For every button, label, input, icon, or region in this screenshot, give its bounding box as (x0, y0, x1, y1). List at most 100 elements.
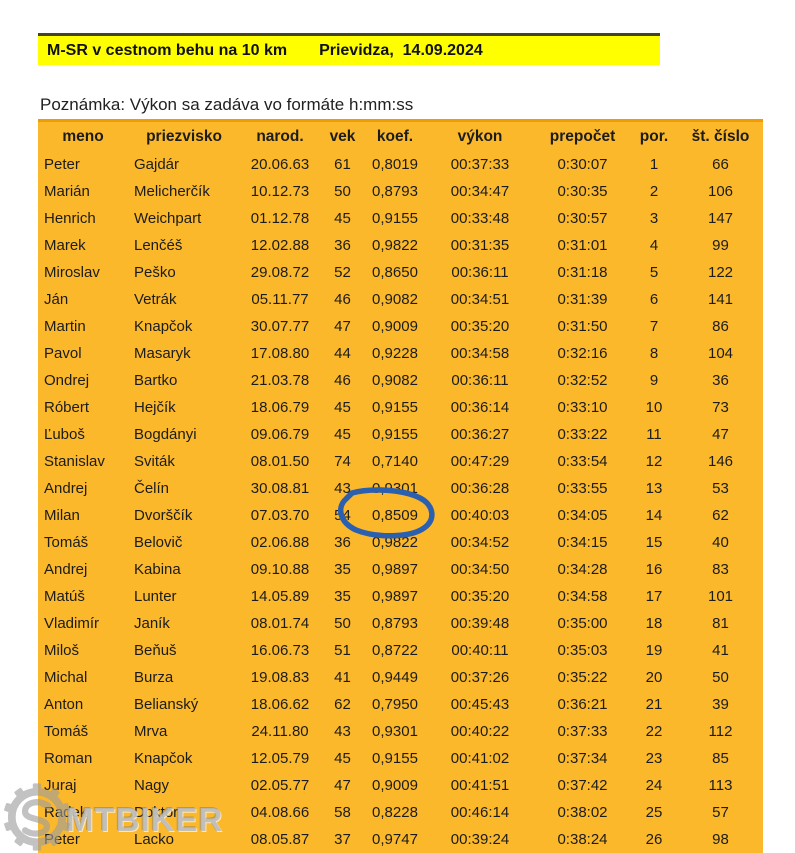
cell-vykon: 00:34:51 (450, 291, 510, 308)
cell-meno: Miloš (44, 642, 80, 659)
page-title-event: M-SR v cestnom behu na 10 km (47, 41, 288, 59)
cell-meno: Anton (44, 696, 84, 713)
cell-meno: Vladimír (44, 615, 100, 632)
cell-prepocet: 0:33:55 (557, 480, 608, 497)
cell-narod: 16.06.73 (250, 642, 310, 659)
cell-st-cislo: 86 (712, 318, 729, 335)
cell-st-cislo: 39 (712, 696, 729, 713)
cell-meno: Ondrej (44, 372, 90, 389)
table-row: Ľuboš Bogdányi 09.06.79 45 0,9155 00:36:27 0:3… (38, 421, 763, 448)
cell-por: 10 (645, 399, 663, 416)
cell-por: 13 (645, 480, 663, 497)
cell-koef: 0,9747 (372, 831, 418, 848)
cell-koef: 0,9301 (372, 723, 418, 740)
cell-vykon: 00:37:33 (450, 156, 510, 173)
cell-vykon: 00:36:28 (450, 480, 510, 497)
cell-priezvisko: Weichpart (134, 210, 202, 227)
cell-st-cislo: 81 (712, 615, 729, 632)
cell-narod: 08.01.74 (250, 615, 310, 632)
cell-meno: Andrej (44, 480, 88, 497)
table-row: Radek Doktor 04.08.66 58 0,8228 00:46:14 0:38:… (38, 799, 763, 826)
column-header-priezvisko: priezvisko (146, 128, 222, 145)
table-row: Roman Knapčok 12.05.79 45 0,9155 00:41:02 0:37… (38, 745, 763, 772)
cell-priezvisko: Gajdár (134, 156, 180, 173)
cell-koef: 0,9082 (372, 291, 418, 308)
cell-priezvisko: Vetrák (134, 291, 177, 308)
column-header-koef: koef. (376, 128, 414, 145)
cell-narod: 07.03.70 (250, 507, 310, 524)
cell-vykon: 00:45:43 (450, 696, 510, 713)
table-row: Róbert Hejčík 18.06.79 45 0,9155 00:36:14 0:33… (38, 394, 763, 421)
cell-vek: 35 (334, 561, 351, 578)
cell-koef: 0,9822 (372, 534, 418, 551)
cell-narod: 29.08.72 (250, 264, 310, 281)
table-row: Vladimír Janík 08.01.74 50 0,8793 00:39:48 0:3… (38, 610, 763, 637)
cell-vek: 41 (334, 669, 351, 686)
cell-vek: 46 (334, 291, 351, 308)
cell-st-cislo: 41 (712, 642, 729, 659)
cell-priezvisko: Knapčok (134, 318, 193, 335)
column-header-vykon: výkon (457, 128, 503, 145)
cell-vykon: 00:36:27 (450, 426, 510, 443)
cell-vykon: 00:35:20 (450, 318, 510, 335)
cell-priezvisko: Sviták (134, 453, 175, 470)
cell-por: 11 (646, 426, 662, 443)
cell-prepocet: 0:32:16 (557, 345, 608, 362)
cell-vykon: 00:34:47 (450, 183, 510, 200)
cell-narod: 12.02.88 (250, 237, 310, 254)
cell-st-cislo: 66 (712, 156, 729, 173)
cell-priezvisko: Burza (134, 669, 174, 686)
table-row: Marek Lenčéš 12.02.88 36 0,9822 00:31:35 0:31:… (38, 232, 763, 259)
cell-priezvisko: Melicherčík (134, 183, 210, 200)
table-row: Marián Melicherčík 10.12.73 50 0,8793 00:34:4… (38, 178, 763, 205)
cell-priezvisko: Peško (134, 264, 176, 281)
cell-vek: 35 (334, 588, 351, 605)
cell-narod: 09.10.88 (250, 561, 310, 578)
cell-koef: 0,9009 (372, 777, 418, 794)
cell-narod: 14.05.89 (250, 588, 310, 605)
cell-por: 26 (645, 831, 663, 848)
cell-meno: Andrej (44, 561, 88, 578)
cell-prepocet: 0:33:22 (557, 426, 608, 443)
cell-meno: Marek (44, 237, 86, 254)
cell-prepocet: 0:32:52 (557, 372, 608, 389)
cell-narod: 20.06.63 (250, 156, 310, 173)
cell-koef: 0,9155 (372, 750, 418, 767)
cell-koef: 0,9155 (372, 426, 418, 443)
table-row: Pavol Masaryk 17.08.80 44 0,9228 00:34:58 0:32… (38, 340, 763, 367)
cell-por: 16 (645, 561, 663, 578)
table-row: Tomáš Belovič 02.06.88 36 0,9822 00:34:52 0:34… (38, 529, 763, 556)
cell-meno: Peter (44, 156, 80, 173)
cell-prepocet: 0:30:35 (557, 183, 608, 200)
cell-vek: 45 (334, 426, 351, 443)
cell-vek: 45 (334, 750, 351, 767)
cell-narod: 19.08.83 (250, 669, 310, 686)
cell-vykon: 00:31:35 (450, 237, 510, 254)
cell-koef: 0,9082 (372, 372, 418, 389)
cell-prepocet: 0:34:15 (557, 534, 608, 551)
cell-st-cislo: 47 (712, 426, 729, 443)
table-row: Martin Knapčok 30.07.77 47 0,9009 00:35:20 0:3… (38, 313, 763, 340)
cell-koef: 0,8650 (372, 264, 418, 281)
cell-por: 5 (649, 264, 659, 281)
cell-koef: 0,9009 (372, 318, 418, 335)
cell-narod: 24.11.80 (251, 723, 309, 740)
cell-vek: 58 (334, 804, 351, 821)
cell-st-cislo: 62 (712, 507, 729, 524)
cell-vykon: 00:46:14 (450, 804, 510, 821)
cell-koef: 0,8019 (372, 156, 418, 173)
cell-priezvisko: Lacko (134, 831, 175, 848)
cell-meno: Tomáš (44, 534, 89, 551)
cell-prepocet: 0:31:50 (557, 318, 608, 335)
cell-st-cislo: 53 (712, 480, 729, 497)
cell-prepocet: 0:38:02 (557, 804, 608, 821)
table-row: Henrich Weichpart 01.12.78 45 0,9155 00:33:48… (38, 205, 763, 232)
cell-por: 20 (645, 669, 663, 686)
cell-por: 18 (645, 615, 663, 632)
cell-narod: 10.12.73 (250, 183, 310, 200)
cell-priezvisko: Nagy (134, 777, 170, 794)
cell-prepocet: 0:36:21 (557, 696, 608, 713)
cell-vek: 61 (334, 156, 351, 173)
table-row: Matúš Lunter 14.05.89 35 0,9897 00:35:20 0:34:… (38, 583, 763, 610)
cell-meno: Stanislav (44, 453, 105, 470)
